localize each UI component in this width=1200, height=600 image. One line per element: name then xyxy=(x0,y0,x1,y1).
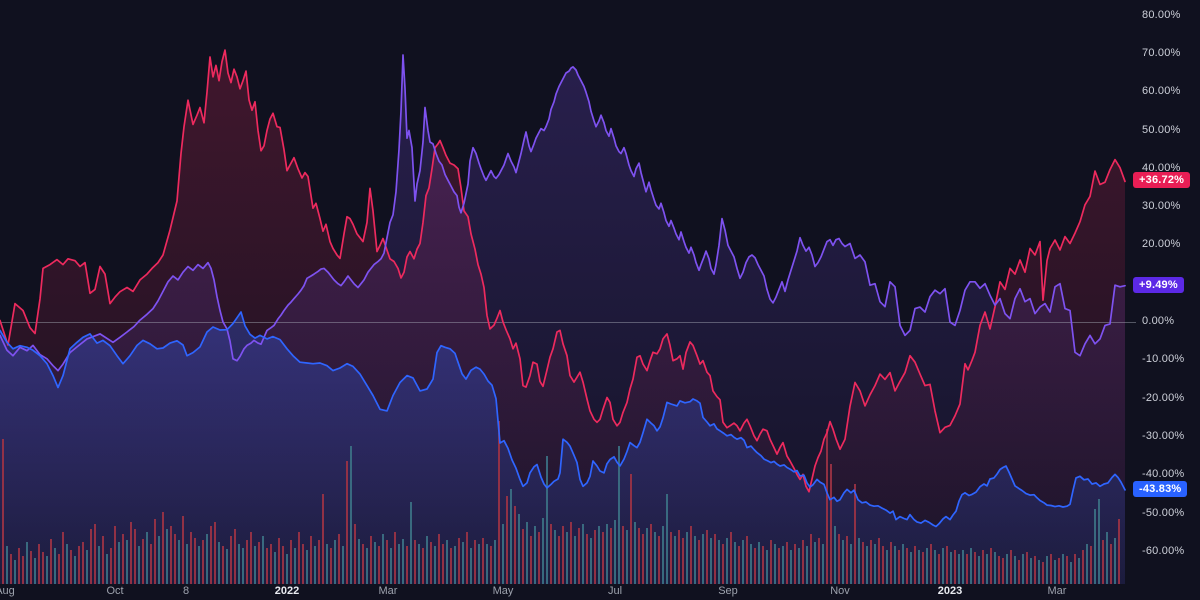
y-axis-label: -50.00% xyxy=(1142,506,1185,519)
x-axis-label: May xyxy=(492,585,514,597)
x-axis-label: Oct xyxy=(106,585,124,597)
y-axis-label: 20.00% xyxy=(1142,238,1181,251)
y-axis-label: -10.00% xyxy=(1142,353,1185,366)
x-axis-label: Aug xyxy=(0,585,15,597)
x-axis-label: Sep xyxy=(718,585,738,597)
y-axis-label: -60.00% xyxy=(1142,544,1185,557)
y-axis-label: 80.00% xyxy=(1142,8,1181,21)
series-blue-line xyxy=(0,311,1126,528)
y-axis-label: 40.00% xyxy=(1142,161,1181,174)
y-axis-label: 70.00% xyxy=(1142,46,1181,59)
series-purple-value-badge: +9.49% xyxy=(1133,276,1184,293)
y-axis-label: 30.00% xyxy=(1142,200,1181,213)
x-axis-label: 8 xyxy=(182,585,190,597)
x-axis-label: Mar xyxy=(1047,585,1067,597)
y-axis-label: -30.00% xyxy=(1142,429,1185,442)
x-axis-label: Mar xyxy=(378,585,398,597)
x-axis-label-year: 2023 xyxy=(937,585,963,597)
series-red-line xyxy=(0,49,1126,493)
series-blue-value-badge: -43.83% xyxy=(1133,480,1188,497)
x-axis-label: Jul xyxy=(607,585,623,597)
y-axis-label: 60.00% xyxy=(1142,85,1181,98)
time-axis[interactable]: Aug Oct 8 2022 Mar May Jul Sep Nov 2023 Mar xyxy=(0,584,1200,600)
y-axis-label: -20.00% xyxy=(1142,391,1185,404)
y-axis-label: 0.00% xyxy=(1142,315,1175,327)
y-axis-label: -40.00% xyxy=(1142,468,1185,481)
y-axis-label: 50.00% xyxy=(1142,123,1181,136)
series-red-value-badge: +36.72% xyxy=(1133,172,1191,189)
price-axis[interactable]: 80.00% 70.00% 60.00% 50.00% 40.00% 30.00% 20.0… xyxy=(1128,0,1200,584)
x-axis-label: Nov xyxy=(830,585,850,597)
x-axis-label-year: 2022 xyxy=(274,585,300,597)
series-purple-line xyxy=(0,54,1126,372)
volume-histogram xyxy=(2,421,1120,584)
